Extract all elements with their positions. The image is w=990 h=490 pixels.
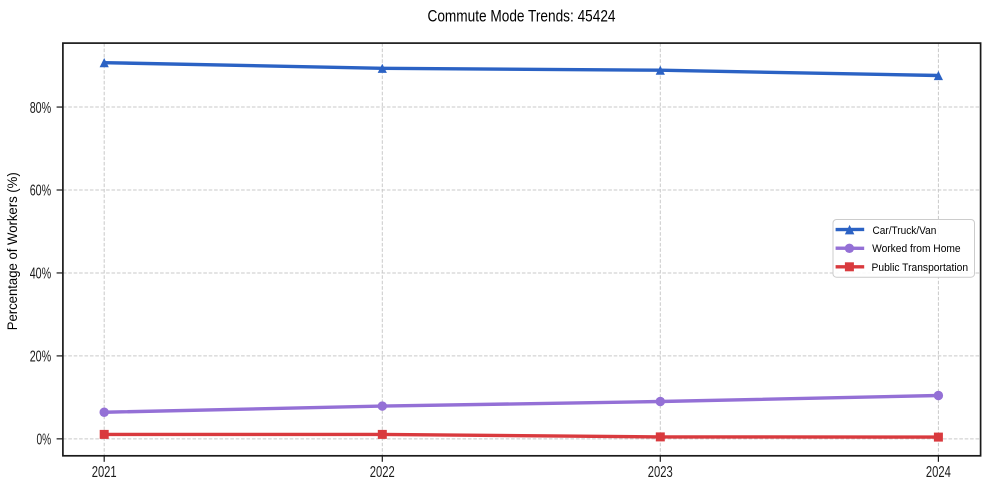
svg-text:Public Transportation: Public Transportation xyxy=(872,262,969,274)
svg-text:0%: 0% xyxy=(37,432,52,449)
svg-text:2024: 2024 xyxy=(926,464,951,481)
svg-text:2021: 2021 xyxy=(92,464,117,481)
svg-text:20%: 20% xyxy=(30,349,52,366)
svg-text:2023: 2023 xyxy=(648,464,673,481)
svg-text:Car/Truck/Van: Car/Truck/Van xyxy=(873,225,937,237)
svg-text:80%: 80% xyxy=(30,100,52,117)
svg-text:60%: 60% xyxy=(30,183,52,200)
svg-text:Worked from Home: Worked from Home xyxy=(872,243,961,255)
svg-text:40%: 40% xyxy=(30,266,52,283)
svg-text:Percentage of Workers (%): Percentage of Workers (%) xyxy=(5,172,20,330)
svg-text:2022: 2022 xyxy=(370,464,395,481)
svg-text:Commute Mode Trends: 45424: Commute Mode Trends: 45424 xyxy=(428,8,616,26)
